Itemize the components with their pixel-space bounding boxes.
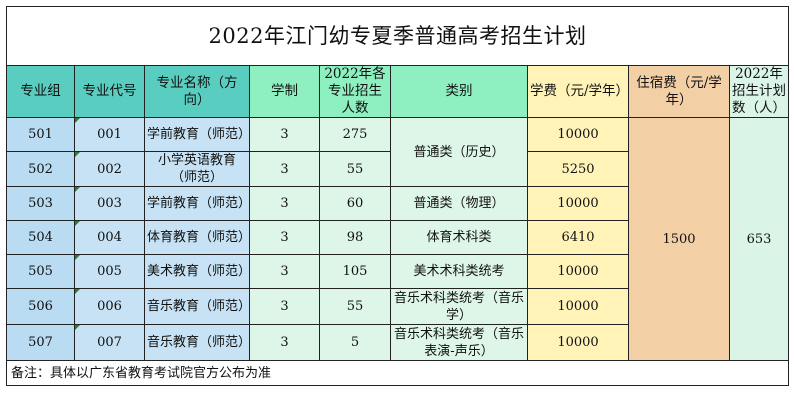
cell-category: 音乐术科类统考（音乐表演-声乐） [390,324,528,361]
table-row: 507 007 音乐教育（师范） 3 5 音乐术科类统考（音乐表演-声乐） 10… [6,324,789,361]
cell-tuition: 10000 [527,288,629,325]
cell-name: 学前教育（师范） [144,186,250,221]
page-title: 2022年江门幼专夏季普通高考招生计划 [5,6,790,66]
cell-category: 普通类（物理） [390,186,528,221]
cell-tuition: 10000 [527,186,629,221]
header-tuition: 学费（元/学年） [527,65,629,118]
cell-quota: 98 [319,220,391,255]
cell-quota: 275 [319,117,391,152]
cell-tuition: 10000 [527,254,629,289]
cell-tuition: 10000 [527,324,629,361]
cell-years: 3 [249,186,320,221]
cell-code: 001 [74,117,145,152]
cell-quota: 55 [319,288,391,325]
table-row: 505 005 美术教育（师范） 3 105 美术术科类统考 10000 [6,254,789,289]
header-group: 专业组 [6,65,75,118]
enrollment-plan-table: 2022年江门幼专夏季普通高考招生计划 专业组 专业代号 专业名称（方向） 学制… [5,6,790,386]
cell-years: 3 [249,254,320,289]
cell-name: 美术教育（师范） [144,254,250,289]
cell-code: 005 [74,254,145,289]
cell-years: 3 [249,151,320,187]
cell-quota: 60 [319,186,391,221]
cell-group: 503 [6,186,75,221]
table-row: 504 004 体育教育（师范） 3 98 体育术科类 6410 [6,220,789,255]
cell-group: 504 [6,220,75,255]
header-total: 2022年招生计划数（人） [728,65,790,118]
cell-group: 502 [6,151,75,187]
plan-sheet: 2022年江门幼专夏季普通高考招生计划 专业组 专业代号 专业名称（方向） 学制… [5,6,790,408]
cell-code: 003 [74,186,145,221]
cell-years: 3 [249,117,320,152]
cell-group: 507 [6,324,75,361]
header-dorm: 住宿费（元/学年） [628,65,730,118]
cell-name: 学前教育（师范） [144,117,250,152]
cell-name: 音乐教育（师范） [144,324,250,361]
table-row: 506 006 音乐教育（师范） 3 55 音乐术科类统考（音乐学） 10000 [6,288,789,325]
header-code: 专业代号 [74,65,145,118]
cell-years: 3 [249,288,320,325]
table-row: 503 003 学前教育（师范） 3 60 普通类（物理） 10000 [6,186,789,221]
cell-group: 506 [6,288,75,325]
table-row: 501 001 学前教育（师范） 3 275 普通类（历史） 10000 150… [6,117,790,361]
cell-quota: 5 [319,324,391,361]
header-quota: 2022年各专业招生人数 [319,65,391,118]
header-years: 学制 [249,65,320,118]
header-category: 类别 [390,65,528,118]
cell-years: 3 [249,220,320,255]
cell-name: 体育教育（师范） [144,220,250,255]
cell-name: 小学英语教育（师范） [144,151,250,187]
cell-quota: 55 [319,151,391,187]
cell-code: 004 [74,220,145,255]
cell-code: 007 [74,324,145,361]
cell-group: 501 [6,117,75,152]
cell-category: 音乐术科类统考（音乐学） [390,288,528,325]
cell-category: 美术术科类统考 [390,254,528,289]
cell-code: 006 [74,288,145,325]
cell-tuition: 10000 [527,117,629,152]
cell-dorm-fee: 1500 [628,117,730,361]
table-row: 502 002 小学英语教育（师范） 3 55 5250 [6,151,789,187]
cell-tuition: 5250 [527,151,629,187]
footnote: 备注：具体以广东省教育考试院官方公布为准 [5,360,790,386]
cell-name: 音乐教育（师范） [144,288,250,325]
cell-tuition: 6410 [527,220,629,255]
cell-category: 普通类（历史） [390,117,528,187]
cell-total-plan: 653 [728,117,790,361]
cell-category: 体育术科类 [390,220,528,255]
cell-group: 505 [6,254,75,289]
cell-years: 3 [249,324,320,361]
header-name: 专业名称（方向） [144,65,250,118]
cell-quota: 105 [319,254,391,289]
cell-code: 002 [74,151,145,187]
